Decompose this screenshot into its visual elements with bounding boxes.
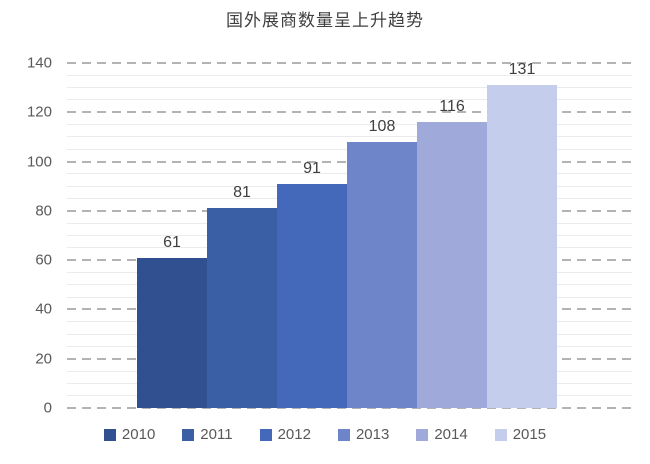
bar-2015 [487, 85, 557, 408]
y-tick-label: 20 [35, 350, 52, 368]
bar-2011 [207, 208, 277, 408]
y-tick-label: 60 [35, 251, 52, 269]
minor-gridline [67, 136, 632, 138]
minor-gridline [67, 87, 632, 89]
minor-gridline [67, 124, 632, 126]
major-gridline [67, 62, 632, 64]
legend-swatch-icon [337, 428, 350, 441]
legend-label: 2012 [277, 426, 311, 443]
bar-value-label: 131 [508, 61, 536, 79]
bar-2014 [417, 122, 487, 408]
bar-2013 [347, 141, 417, 408]
legend-item-2014: 2014 [416, 426, 468, 443]
minor-gridline [67, 74, 632, 76]
y-tick-label: 80 [35, 202, 52, 220]
legend-item-2011: 2011 [182, 426, 233, 443]
y-tick-label: 140 [26, 54, 52, 72]
bar-value-label: 61 [163, 233, 181, 251]
bar-value-label: 116 [439, 98, 465, 116]
legend-label: 2014 [434, 426, 468, 443]
bar-2010 [137, 257, 207, 408]
bar-value-label: 91 [303, 159, 321, 177]
bar-value-label: 108 [368, 117, 396, 135]
legend-swatch-icon [103, 428, 116, 441]
legend-label: 2010 [121, 426, 156, 443]
legend-item-2013: 2013 [337, 426, 390, 443]
legend-swatch-icon [416, 428, 429, 441]
legend-label: 2013 [355, 426, 390, 443]
y-tick-label: 40 [35, 300, 52, 318]
legend: 2010 2011 2012 2013 2014 2015 [0, 427, 650, 442]
chart-title: 国外展商数量呈上升趋势 [226, 11, 424, 30]
major-gridline [67, 111, 632, 114]
y-tick-label: 100 [26, 153, 52, 171]
legend-swatch-icon [494, 428, 507, 441]
legend-item-2010: 2010 [103, 426, 156, 443]
legend-swatch-icon [259, 428, 272, 441]
y-axis: 0 20 40 60 80 100 120 140 [0, 56, 52, 416]
bar-value-label: 81 [233, 184, 251, 202]
y-tick-label: 0 [43, 399, 52, 417]
bar-2012 [277, 183, 347, 408]
legend-swatch-icon [182, 428, 195, 441]
legend-item-2012: 2012 [259, 426, 311, 443]
major-gridline [67, 407, 632, 409]
plot-area: 61 81 91 108 116 131 [67, 61, 632, 409]
legend-label: 2015 [512, 426, 547, 443]
y-tick-label: 120 [26, 103, 52, 121]
minor-gridline [67, 99, 632, 101]
legend-label: 2011 [200, 426, 233, 443]
legend-item-2015: 2015 [494, 426, 547, 443]
